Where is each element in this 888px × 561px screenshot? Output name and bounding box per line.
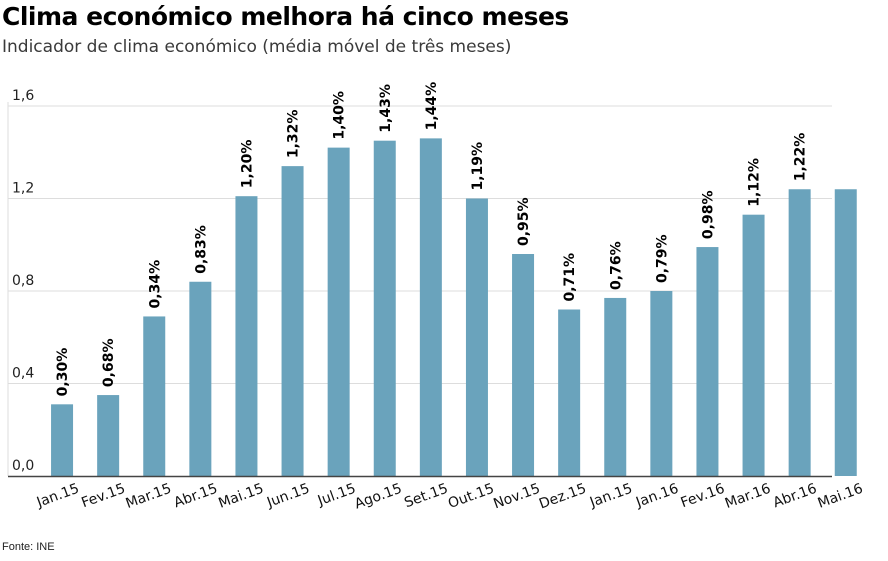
x-tick-label: Ago.15 [353,481,405,513]
data-label: 1,19% [470,142,486,191]
chart-subtitle: Indicador de clima económico (média móve… [2,37,512,57]
x-tick-label: Jun.15 [264,481,312,511]
data-label: 1,40% [332,91,348,140]
data-label: 1,20% [239,140,255,189]
x-tick-label: Abr.15 [172,481,220,511]
y-tick-label: 0,4 [12,366,34,382]
x-tick-label: Set.15 [402,481,450,512]
bar [696,247,719,476]
x-tick-label: Fev.15 [79,481,127,512]
x-tick-label: Jul.15 [315,481,358,510]
y-tick-label: 0,0 [12,458,34,474]
bar [97,395,120,476]
y-tick-label: 1,6 [12,88,34,104]
bar [143,316,166,476]
bar [327,147,350,476]
data-label: 0,68% [101,338,117,387]
bar [465,198,488,476]
data-label: 1,43% [378,84,394,133]
data-label: 0,79% [654,234,670,283]
x-tick-label: Jan.15 [34,481,82,511]
x-tick-label: Abr.16 [771,481,819,512]
y-axis-ticks: 0,0 0,4 0,8 1,2 1,6 [12,88,34,474]
x-tick-label: Nov.15 [491,481,542,513]
data-labels: 0,30% 0,68% 0,34% 0,83% 1,20% 1,32% 1,40% 1,43%… [55,82,809,397]
bar [51,404,74,476]
bar [604,297,627,476]
bar [373,140,396,476]
x-tick-label: Mai.16 [816,481,866,512]
data-label: 0,95% [516,197,532,246]
x-tick-label: Dez.15 [537,481,589,513]
data-label: 1,32% [286,110,302,159]
bar [558,309,581,476]
chart-title: Clima económico melhora há cinco meses [2,2,569,31]
x-tick-label: Out.15 [446,481,496,512]
x-tick-label: Mar.15 [124,481,174,512]
data-label: 1,44% [424,82,440,131]
data-label: 0,98% [700,190,716,239]
y-tick-label: 0,8 [12,273,34,289]
data-label: 1,22% [793,133,809,182]
data-label: 1,12% [747,158,763,207]
bar [512,254,535,476]
data-label: 0,30% [55,348,71,397]
x-tick-label: Jan.16 [633,481,681,511]
y-tick-label: 1,2 [12,181,34,197]
x-tick-label: Fev.16 [679,481,727,512]
data-label: 0,34% [147,260,163,309]
bar [742,214,765,476]
bar [189,281,212,476]
bar [419,138,442,476]
source-note: Fonte: INE [2,541,55,553]
bar [834,189,857,476]
x-tick-label: Jan.15 [587,481,635,511]
data-label: 0,83% [193,225,209,274]
bar [650,291,673,476]
bar [235,196,258,476]
bars [51,138,857,476]
x-tick-label: Mar.16 [723,481,773,512]
data-label: 0,71% [562,253,578,302]
bar [281,166,304,476]
data-label: 0,76% [608,241,624,290]
bar [788,189,811,476]
x-tick-label: Mai.15 [216,481,265,512]
